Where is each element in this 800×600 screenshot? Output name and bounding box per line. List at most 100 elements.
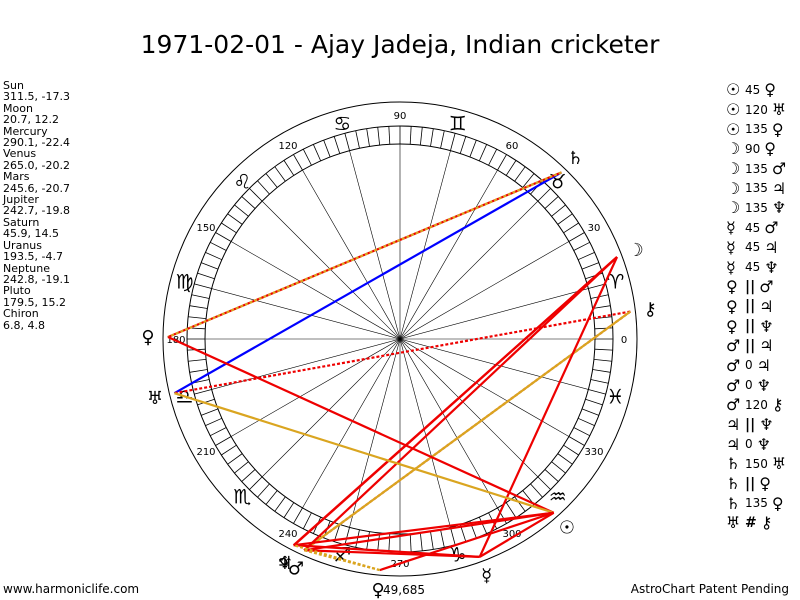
degree-tick [409,533,412,552]
degree-tick [593,316,612,320]
footer-patent: AstroChart Patent Pending [630,582,789,596]
position-coords: 20.7, 12.2 [3,113,59,127]
degree-tick [563,222,579,234]
degree-tick [215,436,232,446]
degree-tick [514,166,526,182]
degree-tick [201,262,219,270]
degree-tick [189,369,208,373]
planet-glyph: ☿ [481,566,492,587]
position-name: Sun [3,79,24,92]
aspect-row: ☿ 45 ♂ [726,218,800,238]
aspect-angle: 45 [745,260,761,275]
degree-tick [274,496,286,512]
aspect-planet2: ⚷ [771,395,784,415]
degree-tick [577,251,595,261]
aspect-line [293,511,554,547]
degree-tick [530,483,543,498]
degree-tick [557,213,573,225]
degree-tick [537,476,551,490]
degree-tick [283,502,295,518]
aspect-angle: 135 [745,496,768,511]
degree-tick [257,483,270,498]
degree-tick [302,149,312,166]
aspect-line [174,310,631,395]
position-name: Moon [3,101,33,115]
aspect-angle: 45 [745,82,761,97]
degree-label: 210 [196,447,215,458]
aspect-planet2: ♃ [756,355,771,375]
degree-tick [440,130,445,149]
aspect-line [478,256,619,558]
planet-glyph: ☉ [559,518,575,539]
position-coords: 242.7, -19.8 [3,204,70,218]
degree-tick [293,154,303,171]
aspect-row: ♀ || ♃ [726,297,800,317]
planet-glyph: ☽ [628,240,644,261]
degree-tick [333,524,341,542]
position-coords: 193.5, -4.7 [3,250,63,264]
planet-glyph: ♀ [141,327,154,348]
aspect-planet2: ♃ [764,237,779,257]
planet-glyph: ♆ [277,553,293,574]
degree-tick [505,502,517,518]
wheel-spokes [205,144,595,534]
aspect-line [303,256,618,552]
aspect-row: ♄ 150 ♅ [726,454,800,474]
position-coords: 179.5, 15.2 [3,295,66,309]
aspect-row: ☽ 135 ♂ [726,159,800,179]
aspect-planet1: ♂ [726,375,741,395]
degree-tick [210,241,227,251]
degree-tick [265,490,278,505]
aspect-angle: 150 [745,456,768,471]
aspect-planet1: ☿ [726,218,736,238]
spoke-line [211,288,589,390]
degree-tick [234,204,249,217]
degree-label: 240 [278,529,297,540]
degree-tick [581,262,599,270]
planet-glyph: ♂ [288,558,304,579]
aspect-row: ♅ # ⚷ [726,513,800,533]
aspect-planet2: ♀ [759,474,771,494]
degree-tick [497,154,507,171]
degree-tick [514,496,526,512]
aspect-line [303,549,381,572]
degree-tick [188,358,207,362]
aspect-angle: # [745,514,757,531]
aspect-row: ♂ 0 ♃ [726,356,800,376]
degree-tick [194,389,212,395]
degree-tick [588,389,606,395]
aspect-angle: 135 [745,122,768,137]
aspect-angle: 135 [745,161,768,176]
degree-tick [234,461,249,474]
degree-tick [377,532,381,551]
degree-tick [568,436,585,446]
position-name: Neptune [3,261,51,275]
aspect-planet2: ♀ [771,119,784,139]
degree-tick [215,232,232,242]
aspect-planet1: ☉ [726,119,741,139]
degree-tick [430,128,434,147]
degree-tick [274,166,286,182]
aspect-row: ♃ 0 ♆ [726,434,800,454]
position-name: Saturn [3,215,40,229]
aspect-planet2: ♀ [764,139,776,159]
degree-tick [419,532,423,551]
aspect-angle: 0 [745,378,753,393]
planet-glyph: ♃ [276,553,292,574]
degree-tick-ring [187,126,613,552]
degree-tick [544,196,559,209]
degree-tick [478,516,488,534]
degree-tick [194,283,212,289]
position-coords: 311.5, -17.3 [3,90,70,104]
aspect-line [379,511,555,572]
degree-tick [419,127,423,146]
degree-tick [221,444,237,456]
aspect-line [293,544,480,558]
aspects-list: ☉ 45 ♀ ☉ 120 ♅ ☉ 135 ♀ ☽ 90 ♀ ☽ 135 ♂ ☽ 135 ♃ ☽ 135 ♆ ☿ 45 ♂ ☿ 45… [726,80,800,533]
aspect-angle: 120 [745,102,768,117]
degree-tick [590,379,609,384]
outer-circle [162,101,638,577]
degree-tick [568,232,585,242]
aspect-lines [167,171,632,572]
aspect-planet1: ♄ [726,474,741,494]
